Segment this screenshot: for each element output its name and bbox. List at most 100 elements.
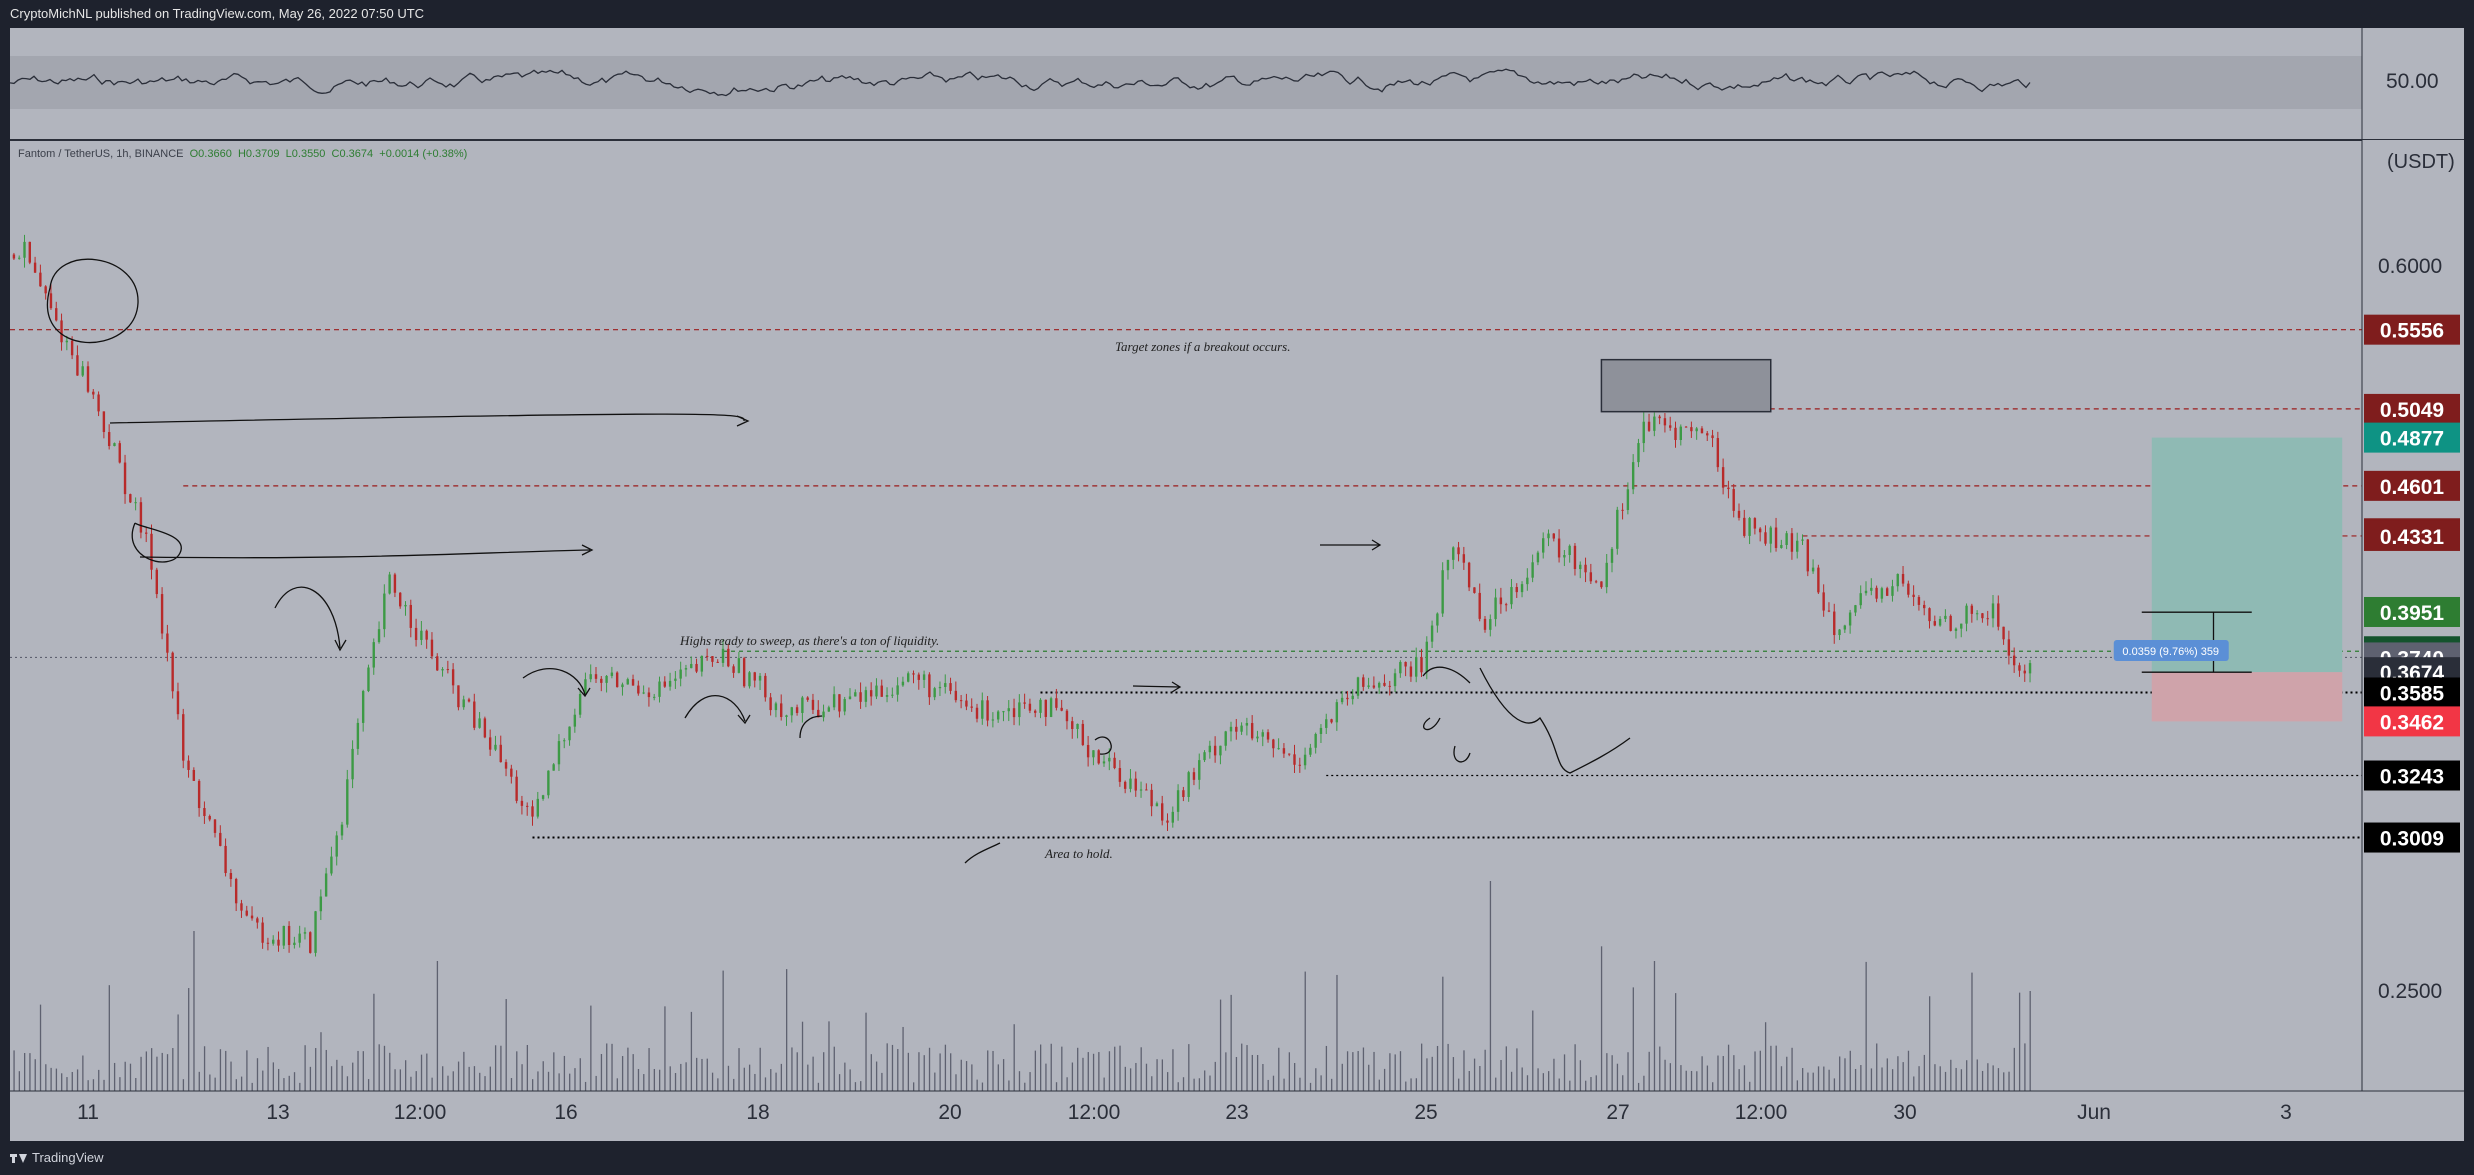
volume-bar bbox=[1103, 1077, 1105, 1091]
candle-body bbox=[705, 655, 709, 657]
candle-body bbox=[1743, 517, 1746, 536]
volume-bar bbox=[1891, 1069, 1894, 1091]
volume-bar bbox=[1182, 1077, 1185, 1091]
volume-bar bbox=[1759, 1050, 1761, 1091]
volume-bar bbox=[251, 1082, 253, 1091]
volume-bar bbox=[92, 1079, 95, 1091]
candle-body bbox=[1399, 661, 1402, 674]
candle-body bbox=[589, 674, 592, 680]
candle-body bbox=[949, 683, 952, 691]
volume-bar bbox=[643, 1074, 645, 1091]
volume-bar bbox=[1325, 1045, 1328, 1091]
candle-body bbox=[1610, 548, 1614, 563]
volume-bar bbox=[473, 1066, 476, 1091]
candle-body bbox=[986, 700, 989, 721]
time-label-8: 25 bbox=[1414, 1101, 1437, 1124]
candle-body bbox=[1092, 750, 1095, 758]
candle-body bbox=[1208, 745, 1212, 753]
price-tag-12: 0.3243 bbox=[2380, 766, 2444, 789]
volume-bar bbox=[1172, 1049, 1174, 1091]
drawing-arrow-curve-3 bbox=[684, 694, 746, 722]
volume-bar bbox=[1230, 994, 1232, 1091]
volume-bar bbox=[1653, 961, 1656, 1091]
tradingview-logo-icon bbox=[10, 1152, 28, 1164]
volume-bar bbox=[240, 1076, 243, 1091]
volume-bar bbox=[1579, 1060, 1582, 1091]
candle-body bbox=[1129, 778, 1132, 789]
candle-body bbox=[981, 700, 984, 719]
candle-body bbox=[1229, 726, 1233, 732]
candle-body bbox=[526, 805, 529, 807]
volume-bar bbox=[1484, 1049, 1486, 1091]
volume-bar bbox=[1262, 1064, 1264, 1091]
candle-body bbox=[229, 873, 233, 880]
candle-body bbox=[1097, 750, 1100, 764]
volume-bar bbox=[664, 1006, 666, 1091]
drawing-arrow-head-5 bbox=[737, 714, 751, 725]
candle-body bbox=[430, 639, 434, 657]
volume-bar bbox=[1510, 1071, 1513, 1091]
candle-body bbox=[18, 257, 21, 259]
volume-bar bbox=[1145, 1063, 1148, 1091]
volume-bar bbox=[1346, 1051, 1349, 1091]
long-position-tool[interactable] bbox=[2151, 437, 2343, 722]
volume-bar bbox=[415, 1071, 417, 1091]
candle-body bbox=[584, 679, 587, 695]
volume-bar bbox=[510, 1078, 513, 1091]
candle-body bbox=[298, 933, 301, 943]
volume-bar bbox=[1796, 1080, 1799, 1091]
volume-bar bbox=[1690, 1070, 1693, 1091]
candle-body bbox=[1600, 581, 1603, 588]
candle-body bbox=[1711, 435, 1714, 439]
candle-body bbox=[1769, 527, 1772, 544]
candle-body bbox=[547, 770, 550, 796]
time-label-11: 30 bbox=[1893, 1101, 1916, 1124]
volume-bar bbox=[1013, 1024, 1015, 1091]
volume-bar bbox=[288, 1075, 290, 1091]
candle-body bbox=[1409, 666, 1413, 677]
candle-body bbox=[1933, 621, 1936, 626]
drawing-arrow-line-1 bbox=[109, 413, 745, 424]
price-tag-5: 0.4331 bbox=[2380, 526, 2445, 549]
chart-area[interactable]: 50.00 Target zones if a breakout occurs.… bbox=[10, 28, 2464, 1141]
candle-body bbox=[1531, 562, 1534, 578]
volume-bar bbox=[315, 1048, 317, 1091]
volume-bar bbox=[82, 1055, 84, 1091]
volume-bar bbox=[1886, 1058, 1888, 1091]
volume-bar bbox=[1108, 1051, 1111, 1091]
candle-body bbox=[1737, 510, 1741, 518]
volume-bar bbox=[674, 1073, 677, 1091]
candle-body bbox=[319, 896, 323, 912]
candle-body bbox=[1504, 604, 1508, 606]
volume-bar bbox=[960, 1059, 962, 1091]
volume-bar bbox=[1971, 972, 1973, 1091]
candle-body bbox=[658, 681, 661, 697]
candle-body bbox=[234, 879, 238, 904]
candle-body bbox=[340, 824, 344, 836]
candle-body bbox=[1314, 733, 1317, 748]
candle-body bbox=[1192, 772, 1196, 780]
candle-body bbox=[462, 699, 465, 708]
volume-bar bbox=[1018, 1071, 1021, 1091]
volume-bar bbox=[1431, 1056, 1433, 1091]
volume-bar bbox=[1807, 1072, 1809, 1091]
volume-bar bbox=[1997, 1068, 2000, 1091]
volume-bar bbox=[256, 1058, 259, 1091]
volume-bar bbox=[76, 1069, 79, 1091]
volume-bar bbox=[801, 1021, 804, 1091]
volume-bar bbox=[1955, 1067, 1957, 1091]
volume-bar bbox=[1008, 1080, 1010, 1091]
volume-bar bbox=[1675, 993, 1677, 1091]
volume-bar bbox=[1246, 1045, 1248, 1091]
price-tag-bg-5 bbox=[2364, 520, 2460, 551]
volume-bar bbox=[1923, 1054, 1926, 1091]
chart-svg[interactable]: 50.00 Target zones if a breakout occurs.… bbox=[10, 28, 2464, 1141]
candle-body bbox=[1838, 629, 1841, 636]
candle-body bbox=[1499, 597, 1503, 605]
volume-bars bbox=[13, 881, 2031, 1091]
volume-bar bbox=[1680, 1065, 1682, 1091]
candle-body bbox=[753, 672, 756, 681]
candle-body bbox=[1594, 581, 1598, 583]
candle-body bbox=[631, 679, 635, 686]
volume-bar bbox=[748, 1064, 751, 1091]
